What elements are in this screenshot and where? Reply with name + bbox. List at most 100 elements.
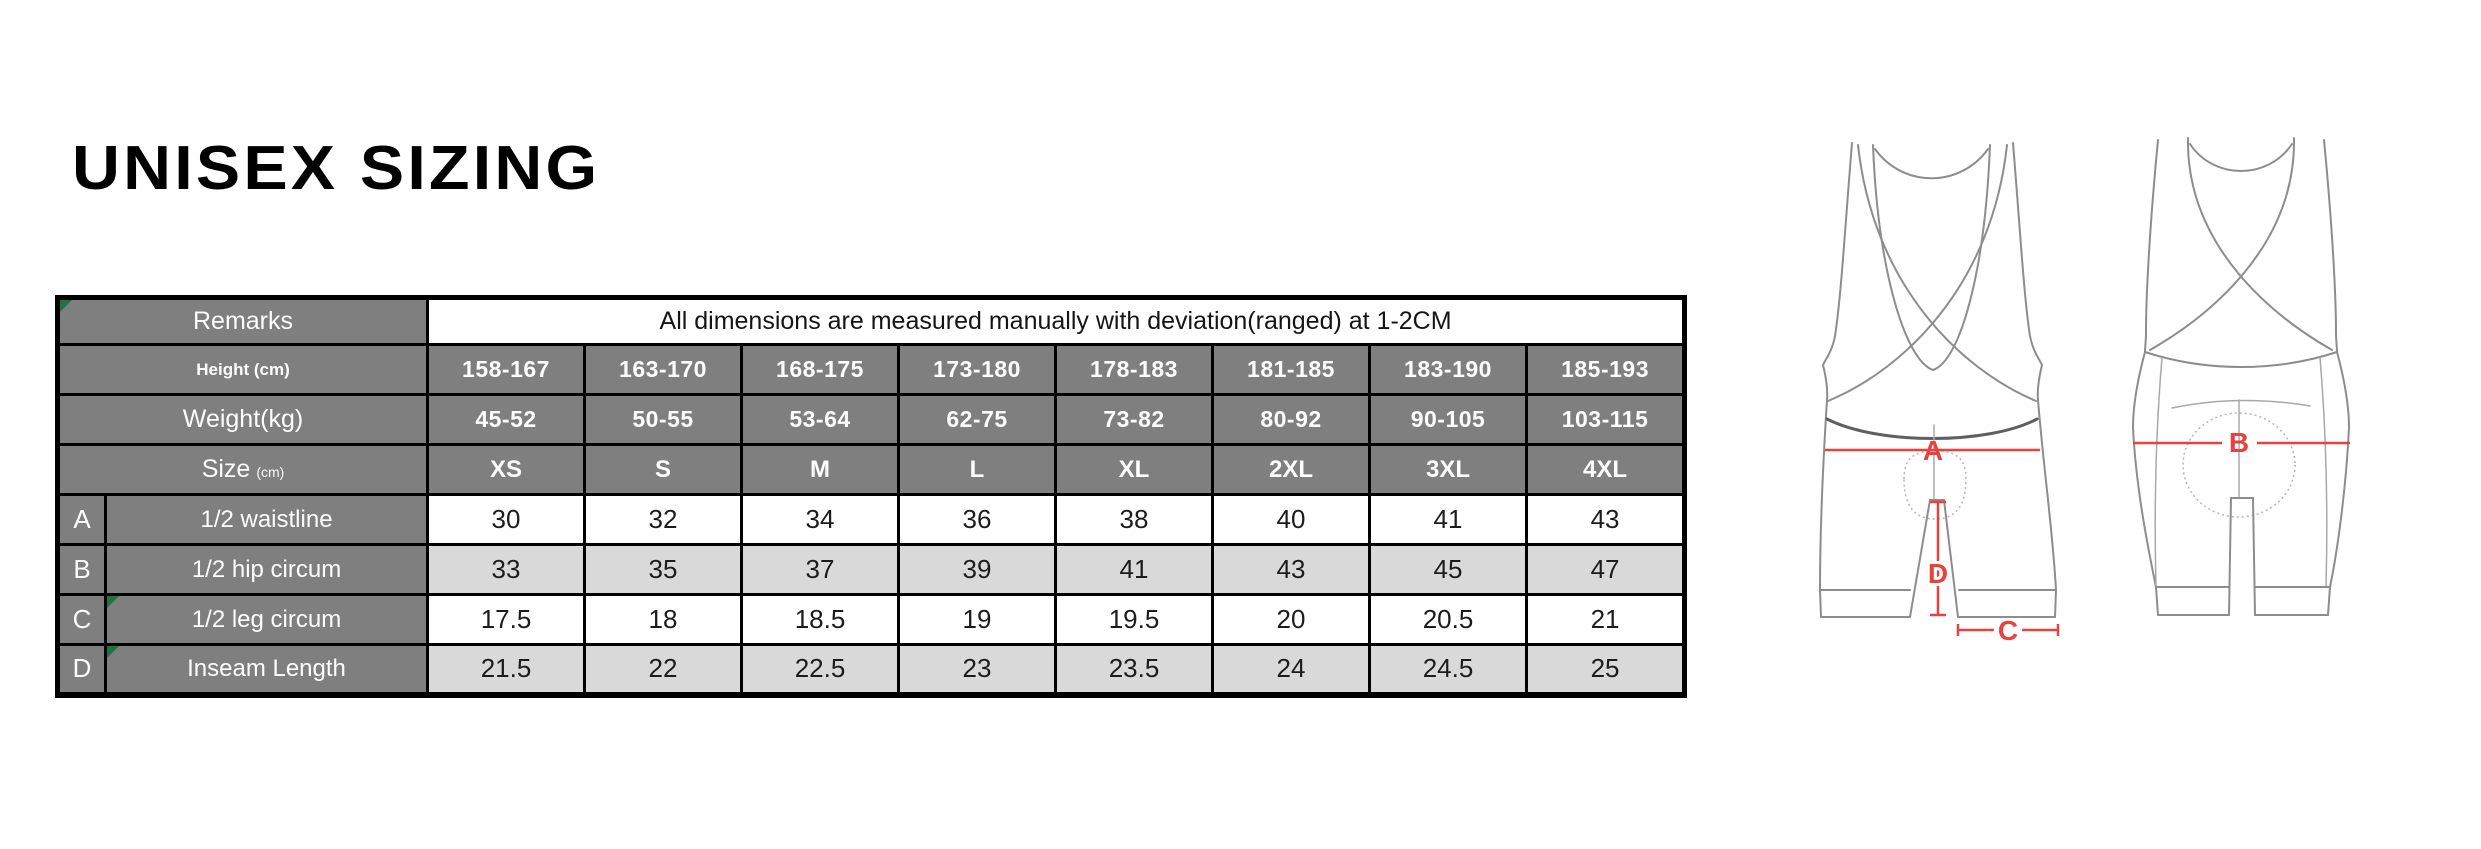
comment-flag-icon (60, 300, 72, 312)
table-cell: 33 (426, 543, 587, 596)
front-cross-strap-right (1827, 144, 2008, 402)
cell-value: 23.5 (1108, 653, 1160, 684)
row-label: 1/2 waistline (200, 505, 333, 533)
back-cross-strap-left (2186, 137, 2333, 351)
front-left-silhouette (1818, 142, 1853, 618)
cell-value: 24 (1276, 653, 1306, 684)
cell-value: 38 (1119, 504, 1149, 534)
weight-value: 90-105 (1410, 406, 1486, 432)
weight-value: 50-55 (632, 406, 694, 432)
weight-value: 45-52 (475, 406, 537, 432)
cell-value: 20.5 (1422, 604, 1474, 634)
table-row-size: Size (cm) XS S M L XL 2XL 3XL 4XL (55, 443, 1687, 496)
height-label: Height (cm) (196, 359, 290, 379)
height-value-cell: 158-167 (426, 343, 587, 396)
table-cell: 20.5 (1368, 593, 1529, 646)
back-left-hem-band (2155, 586, 2230, 616)
table-cell: 34 (740, 493, 901, 546)
front-right-leg-inner (1943, 499, 1959, 618)
back-strap-top-arc (2189, 143, 2293, 172)
table-cell: 39 (897, 543, 1058, 596)
cell-value: 33 (491, 554, 521, 584)
weight-value: 103-115 (1561, 406, 1649, 432)
hip-measure-label: B (2229, 427, 2249, 458)
table-cell: 21 (1525, 593, 1687, 646)
size-value: M (810, 455, 831, 483)
front-right-silhouette (2012, 142, 2058, 618)
weight-value-cell: 50-55 (583, 393, 744, 446)
row-letter: C (72, 604, 92, 634)
size-value-cell: S (583, 443, 744, 496)
cell-value: 21 (1590, 604, 1620, 634)
leg-measure-label: C (1998, 615, 2018, 645)
table-cell: 32 (583, 493, 744, 546)
weight-label-cell: Weight(kg) (55, 393, 430, 446)
height-label-cell: Height (cm) (55, 343, 430, 396)
size-value: XS (490, 455, 523, 483)
table-cell: 43 (1211, 543, 1372, 596)
row-letter: A (73, 504, 91, 534)
back-right-side-seam (2319, 357, 2328, 588)
weight-value-cell: 90-105 (1368, 393, 1529, 446)
row-letter-cell: C (56, 593, 107, 646)
size-value-cell: 3XL (1368, 443, 1529, 496)
row-label: 1/2 leg circum (191, 605, 342, 633)
back-cross-strap-right (2149, 137, 2296, 351)
table-row-leg: C 1/2 leg circum 17.5 18 18.5 19 19.5 20… (56, 593, 1687, 646)
front-cross-strap-left (1857, 144, 2037, 402)
row-letter: B (73, 554, 91, 584)
table-cell: 23.5 (1054, 643, 1215, 696)
table-cell: 37 (740, 543, 901, 596)
table-cell: 18 (583, 593, 744, 646)
table-cell: 30 (426, 493, 587, 546)
cell-value: 41 (1433, 504, 1463, 534)
weight-value: 62-75 (946, 406, 1008, 432)
height-value-cell: 168-175 (740, 343, 901, 396)
height-value: 168-175 (776, 356, 864, 382)
size-value: L (969, 455, 985, 483)
cell-value: 21.5 (480, 653, 532, 684)
back-left-side-seam (2154, 357, 2163, 588)
cell-value: 35 (648, 554, 678, 584)
height-value: 173-180 (933, 356, 1021, 382)
comment-flag-icon (108, 597, 119, 608)
remarks-label: Remarks (193, 307, 294, 335)
table-cell: 35 (583, 543, 744, 596)
front-neckline (1872, 144, 1991, 372)
height-value: 178-183 (1090, 356, 1178, 382)
back-right-silhouette (2323, 139, 2351, 616)
weight-value-cell: 45-52 (426, 393, 587, 446)
row-label-cell: 1/2 waistline (103, 493, 430, 546)
remarks-text: All dimensions are measured manually wit… (659, 307, 1452, 335)
cell-value: 23 (962, 653, 992, 684)
table-cell: 40 (1211, 493, 1372, 546)
front-right-hem-band (1957, 589, 2057, 618)
table-cell: 19.5 (1054, 593, 1215, 646)
weight-value-cell: 53-64 (740, 393, 901, 446)
table-cell: 41 (1054, 543, 1215, 596)
cell-value: 18 (648, 604, 678, 634)
cell-value: 39 (962, 554, 992, 584)
row-label: Inseam Length (187, 654, 346, 682)
cell-value: 40 (1276, 504, 1306, 534)
cell-value: 20 (1276, 604, 1306, 634)
height-value-cell: 185-193 (1525, 343, 1687, 396)
size-value-cell: 4XL (1525, 443, 1687, 496)
size-label-cell: Size (cm) (55, 443, 430, 496)
table-cell: 17.5 (426, 593, 587, 646)
table-cell: 36 (897, 493, 1058, 546)
row-label-cell: 1/2 hip circum (103, 543, 430, 596)
size-value-cell: 2XL (1211, 443, 1372, 496)
height-value-cell: 173-180 (897, 343, 1058, 396)
table-cell: 24 (1211, 643, 1372, 696)
row-letter-cell: B (56, 543, 107, 596)
cell-value: 41 (1119, 554, 1149, 584)
table-cell: 20 (1211, 593, 1372, 646)
table-row-inseam: D Inseam Length 21.5 22 22.5 23 23.5 24 … (56, 643, 1687, 696)
table-row-remarks: Remarks All dimensions are measured manu… (55, 296, 1687, 346)
size-unit: (cm) (256, 464, 285, 480)
weight-value: 53-64 (789, 406, 851, 432)
size-label: Size (201, 455, 251, 483)
cell-value: 17.5 (480, 604, 532, 634)
table-cell: 22 (583, 643, 744, 696)
